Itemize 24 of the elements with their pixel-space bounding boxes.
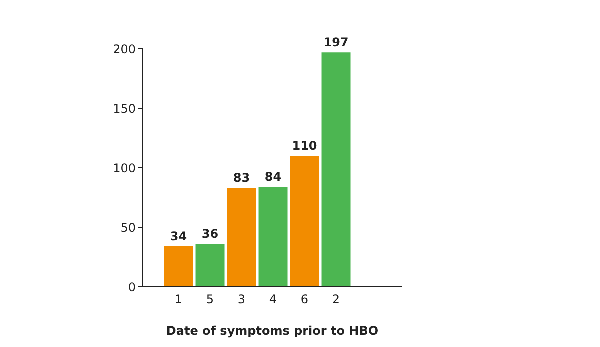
x-tick-label: 3 — [238, 292, 246, 307]
bar — [322, 52, 351, 287]
x-tick-label: 5 — [206, 292, 214, 307]
bar — [258, 187, 288, 287]
x-tick-label: 6 — [300, 292, 309, 307]
data-label: 83 — [233, 171, 250, 186]
data-label: 110 — [292, 139, 318, 154]
y-tick-label: 200 — [113, 42, 136, 56]
y-tick-label: 50 — [120, 220, 136, 235]
x-axis-title: Date of symptoms prior to HBO — [166, 324, 379, 338]
y-tick-label: 0 — [128, 280, 136, 294]
data-label: 34 — [170, 230, 188, 244]
x-tick-label: 1 — [174, 292, 183, 307]
data-label: 36 — [202, 227, 219, 242]
x-tick-label: 4 — [269, 292, 278, 307]
x-tick-label: 2 — [332, 292, 340, 307]
y-tick-label: 150 — [113, 102, 136, 116]
bar — [164, 246, 194, 287]
data-label: 84 — [264, 170, 282, 184]
bar — [290, 156, 320, 287]
bar — [196, 244, 225, 287]
data-label: 197 — [324, 36, 349, 50]
y-tick-label: 100 — [113, 161, 136, 176]
bar — [227, 188, 256, 287]
